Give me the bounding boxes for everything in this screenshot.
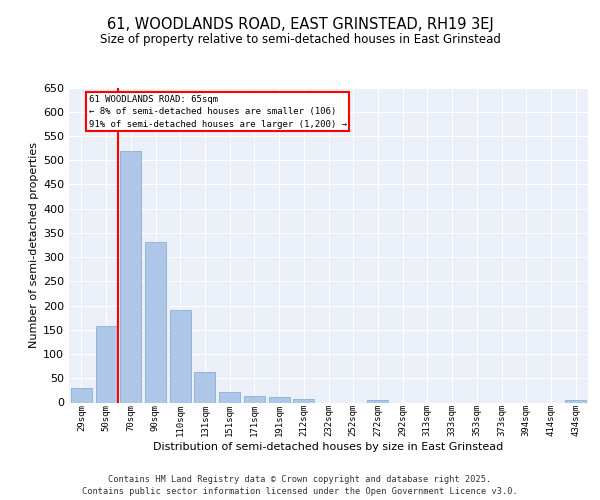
X-axis label: Distribution of semi-detached houses by size in East Grinstead: Distribution of semi-detached houses by … — [154, 442, 503, 452]
Bar — [367, 400, 388, 402]
Bar — [244, 396, 265, 402]
Bar — [95, 326, 116, 402]
Bar — [71, 388, 92, 402]
Bar — [120, 150, 141, 402]
Bar — [293, 398, 314, 402]
Text: 61 WOODLANDS ROAD: 65sqm
← 8% of semi-detached houses are smaller (106)
91% of s: 61 WOODLANDS ROAD: 65sqm ← 8% of semi-de… — [89, 95, 347, 129]
Bar — [145, 242, 166, 402]
Bar — [194, 372, 215, 402]
Bar — [269, 397, 290, 402]
Bar — [565, 400, 586, 402]
Y-axis label: Number of semi-detached properties: Number of semi-detached properties — [29, 142, 39, 348]
Bar — [170, 310, 191, 402]
Bar — [219, 392, 240, 402]
Text: Size of property relative to semi-detached houses in East Grinstead: Size of property relative to semi-detach… — [100, 32, 500, 46]
Text: 61, WOODLANDS ROAD, EAST GRINSTEAD, RH19 3EJ: 61, WOODLANDS ROAD, EAST GRINSTEAD, RH19… — [107, 18, 493, 32]
Text: Contains HM Land Registry data © Crown copyright and database right 2025.
Contai: Contains HM Land Registry data © Crown c… — [82, 474, 518, 496]
